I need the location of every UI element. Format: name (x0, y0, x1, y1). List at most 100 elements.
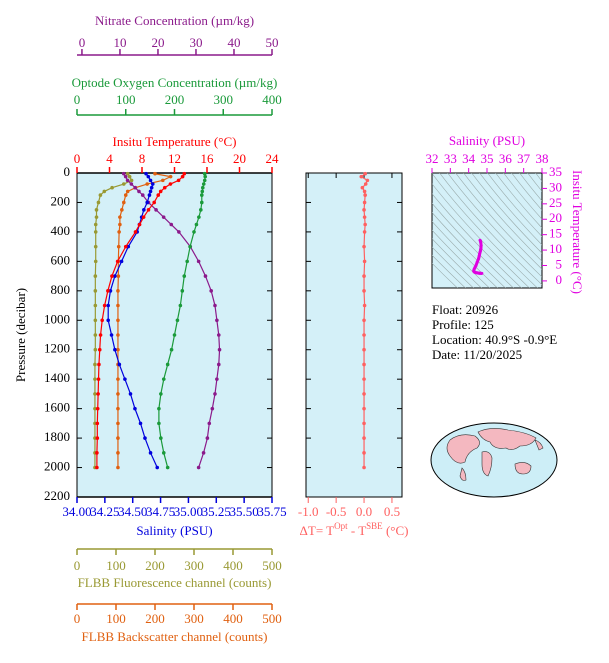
profile-point (95, 406, 100, 411)
profile-point (93, 362, 97, 367)
profile-point (200, 200, 204, 205)
diff-point (362, 362, 366, 367)
profile-point (110, 274, 114, 278)
profile-point (122, 182, 126, 186)
info-line: Date: 11/20/2025 (432, 347, 522, 362)
profile-point (102, 303, 107, 308)
profile-point (199, 208, 203, 212)
profile-point (95, 451, 99, 455)
profile-point (180, 174, 185, 179)
profile-point (127, 174, 132, 179)
x-tick-label: 38 (536, 151, 549, 166)
profile-point (168, 174, 173, 179)
diff-point (363, 182, 368, 186)
diff-point (359, 174, 364, 179)
info-line: Float: 20926 (432, 302, 499, 317)
isopycnal (439, 173, 542, 286)
x-tick-label: 24 (266, 151, 280, 166)
profile-point (116, 406, 120, 411)
x-tick-label: 37 (517, 151, 531, 166)
profile-point (159, 392, 163, 396)
diff-point (362, 347, 366, 352)
profile-point (93, 289, 98, 293)
profile-point (159, 436, 163, 440)
isopycnal (432, 202, 514, 288)
x-tick-label: 300 (184, 611, 204, 626)
x-tick-label: 8 (139, 151, 146, 166)
profile-point (210, 406, 215, 411)
profile-point (207, 421, 212, 426)
world-map (430, 422, 558, 498)
profile-point (97, 347, 102, 352)
axis-title: Insitu Temperature (°C) (113, 134, 237, 149)
profile-point (115, 259, 120, 264)
profile-point (125, 171, 130, 176)
profile-point (138, 421, 143, 426)
diff-point (363, 171, 367, 176)
profile-point (93, 377, 97, 381)
profile-point (93, 230, 98, 234)
profile-line (107, 173, 158, 468)
profile-point (106, 289, 110, 293)
profile-point (142, 208, 146, 212)
diff-panel (305, 172, 403, 498)
diff-point (362, 465, 366, 470)
profile-point (102, 189, 107, 194)
axis-title: Salinity (PSU) (136, 523, 212, 538)
x-axis-title: Salinity (PSU) (449, 133, 525, 148)
profile-point (126, 244, 131, 249)
profile-point (93, 406, 97, 411)
y-tick-label: 20 (549, 210, 562, 225)
profile-point (147, 193, 152, 197)
isopycnal (479, 173, 542, 246)
profile-point (96, 377, 101, 381)
profile-point (116, 347, 120, 352)
x-tick-label: 12 (168, 151, 181, 166)
profile-point (141, 215, 146, 219)
y-tick-label: 2200 (44, 488, 70, 503)
profile-point (123, 174, 128, 179)
isopycnal (495, 173, 542, 229)
profile-point (155, 465, 160, 470)
x-tick-label: 0 (74, 151, 81, 166)
profile-point (137, 222, 142, 227)
profile-point (176, 178, 181, 183)
profile-point (97, 362, 101, 367)
x-tick-label: 50 (266, 35, 279, 50)
y-tick-label: 400 (51, 223, 71, 238)
profile-point (217, 347, 222, 352)
profile-point (133, 230, 138, 234)
profile-point (94, 215, 99, 219)
profile-point (137, 189, 141, 194)
profile-point (129, 182, 134, 186)
profile-point (209, 289, 213, 293)
profile-point (106, 303, 110, 308)
x-tick-label: 0 (79, 35, 86, 50)
isopycnal (455, 173, 542, 270)
profile-line (94, 173, 133, 468)
diff-point (365, 178, 370, 183)
profile-point (203, 274, 208, 278)
x-tick-label: 34.75 (146, 504, 175, 519)
profile-point (200, 185, 205, 190)
y-axis-title: Pressure (decibar) (13, 288, 28, 382)
x-tick-label: 500 (262, 611, 282, 626)
profile-line (158, 173, 206, 468)
y-tick-label: 15 (549, 226, 562, 241)
profile-line (96, 173, 185, 468)
profile-point (122, 200, 126, 205)
diff-point (362, 303, 367, 308)
profile-point (152, 200, 156, 205)
y-tick-label: 35 (549, 164, 562, 179)
profile-point (169, 222, 174, 227)
y-tick-label: 800 (51, 282, 71, 297)
profile-point (200, 193, 204, 197)
profile-point (125, 189, 130, 194)
profile-point (93, 318, 98, 323)
profile-point (96, 200, 101, 205)
ts-point (479, 240, 483, 244)
y-tick-label: 2000 (44, 459, 70, 474)
profile-point (149, 185, 154, 190)
profile-point (150, 182, 155, 186)
